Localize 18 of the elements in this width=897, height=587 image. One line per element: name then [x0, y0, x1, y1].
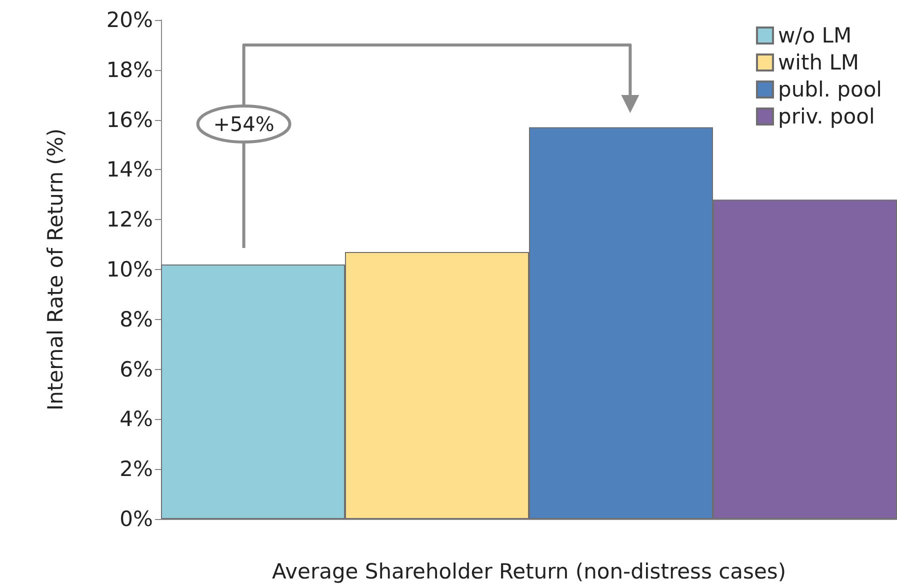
y-tick-label: 14%	[106, 158, 153, 182]
y-tick-label: 2%	[120, 457, 153, 482]
y-tick-label: 20%	[106, 8, 153, 32]
legend-label: publ. pool	[778, 78, 882, 102]
y-tick-label: 10%	[106, 258, 153, 282]
y-tick-label: 0%	[120, 507, 153, 531]
legend-label: w/o LM	[778, 24, 852, 48]
y-tick-label: 18%	[106, 58, 153, 82]
y-tick-label: 16%	[106, 108, 153, 132]
y-axis-title: Internal Rate of Return (%)	[44, 128, 68, 411]
legend-label: with LM	[778, 50, 860, 74]
annotation: +54%	[213, 112, 274, 136]
y-tick-label: 12%	[106, 208, 153, 232]
y-tick-label: 6%	[120, 357, 153, 382]
legend-label: priv. pool	[778, 104, 875, 128]
y-tick-label: 8%	[120, 307, 153, 332]
y-tick-label: 4%	[120, 407, 153, 432]
x-axis-title: Average Shareholder Return (non-distress cases)	[272, 560, 786, 584]
